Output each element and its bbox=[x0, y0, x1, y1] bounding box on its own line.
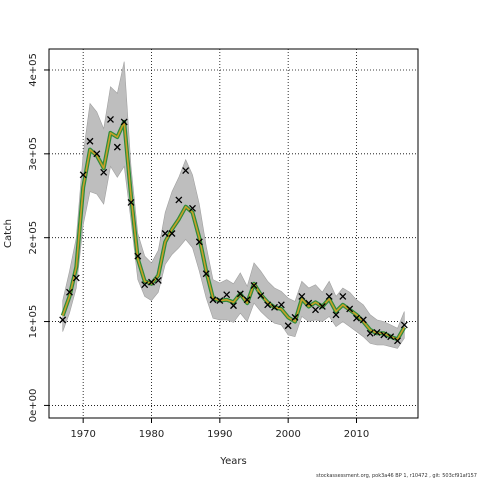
observed-point-2003 bbox=[305, 299, 313, 307]
observed-point-1974 bbox=[107, 115, 114, 123]
x-axis-ticks: 1970 1980 1990 2000 2010 bbox=[70, 418, 369, 440]
observed-point-1967 bbox=[59, 316, 67, 324]
observed-point-1999 bbox=[277, 301, 285, 309]
observed-point-1972 bbox=[93, 150, 101, 158]
observed-point-1982 bbox=[161, 230, 169, 237]
observed-point-1996 bbox=[257, 292, 265, 300]
y-tick-label: 4e+05 bbox=[28, 53, 39, 87]
observed-point-1990 bbox=[216, 297, 224, 305]
observed-point-1995 bbox=[250, 282, 258, 289]
observed-point-1979 bbox=[141, 281, 149, 289]
confidence-band-area bbox=[62, 61, 405, 349]
y-tick-label: 3e+05 bbox=[28, 137, 39, 171]
observed-point-2008 bbox=[339, 292, 347, 300]
observed-point-2004 bbox=[312, 306, 319, 314]
observed-point-1969 bbox=[72, 274, 80, 282]
observed-point-1984 bbox=[175, 196, 183, 204]
y-axis-ticks: 0e+00 1e+05 2e+05 3e+05 4e+05 bbox=[28, 53, 49, 422]
observed-point-2007 bbox=[332, 311, 340, 319]
confidence-band bbox=[62, 61, 405, 349]
plot-frame bbox=[48, 48, 419, 419]
observed-point-2006 bbox=[325, 292, 333, 300]
observed-point-1994 bbox=[243, 296, 251, 304]
x-tick-label: 1970 bbox=[70, 429, 95, 440]
observed-point-2015 bbox=[387, 333, 395, 341]
observed-point-1988 bbox=[202, 270, 210, 278]
observed-point-2011 bbox=[359, 316, 367, 324]
observed-point-1976 bbox=[120, 118, 128, 126]
observed-point-2012 bbox=[366, 329, 374, 337]
observed-point-1983 bbox=[168, 230, 176, 237]
observed-point-1975 bbox=[113, 143, 121, 151]
observed-point-1997 bbox=[264, 301, 272, 309]
observed-point-2000 bbox=[284, 322, 292, 330]
observed-point-2013 bbox=[373, 328, 381, 336]
y-axis-title: Catch bbox=[3, 219, 14, 248]
observed-point-1970 bbox=[79, 171, 87, 179]
observed-point-1981 bbox=[154, 277, 162, 284]
observed-point-2001 bbox=[291, 313, 299, 321]
grid-lines bbox=[49, 49, 418, 418]
observed-markers bbox=[59, 115, 408, 345]
observed-point-2014 bbox=[380, 331, 388, 339]
observed-point-1968 bbox=[66, 288, 73, 296]
y-tick-label: 1e+05 bbox=[28, 305, 39, 339]
y-tick-label: 2e+05 bbox=[28, 221, 39, 255]
x-tick-label: 2000 bbox=[275, 429, 300, 440]
observed-point-1986 bbox=[189, 204, 196, 212]
observed-point-1989 bbox=[209, 296, 217, 304]
observed-point-1993 bbox=[236, 290, 244, 298]
fitted-line-inner bbox=[61, 121, 405, 341]
observed-point-2010 bbox=[353, 314, 360, 322]
x-axis-title: Years bbox=[219, 456, 246, 467]
observed-point-1992 bbox=[230, 302, 237, 310]
x-tick-label: 2010 bbox=[344, 429, 369, 440]
observed-point-1971 bbox=[86, 137, 94, 145]
observed-point-2017 bbox=[400, 321, 408, 329]
observed-point-1977 bbox=[127, 199, 135, 206]
observed-point-1998 bbox=[271, 303, 278, 311]
observed-point-1973 bbox=[100, 168, 108, 176]
y-tick-label: 0e+00 bbox=[28, 389, 39, 423]
fitted-line bbox=[60, 120, 407, 342]
observed-point-1991 bbox=[223, 291, 231, 299]
observed-point-2016 bbox=[394, 337, 401, 345]
observed-point-1987 bbox=[195, 238, 203, 246]
observed-point-2005 bbox=[318, 303, 326, 310]
observed-point-1980 bbox=[148, 278, 155, 286]
observed-point-1978 bbox=[134, 252, 142, 260]
x-tick-label: 1990 bbox=[207, 429, 232, 440]
x-tick-label: 1980 bbox=[139, 429, 164, 440]
footnote: stockassessment.org, pok3a46 BP 1, r1047… bbox=[316, 473, 477, 479]
observed-point-2002 bbox=[298, 292, 306, 300]
observed-point-2009 bbox=[346, 305, 354, 313]
observed-point-1985 bbox=[182, 167, 190, 175]
